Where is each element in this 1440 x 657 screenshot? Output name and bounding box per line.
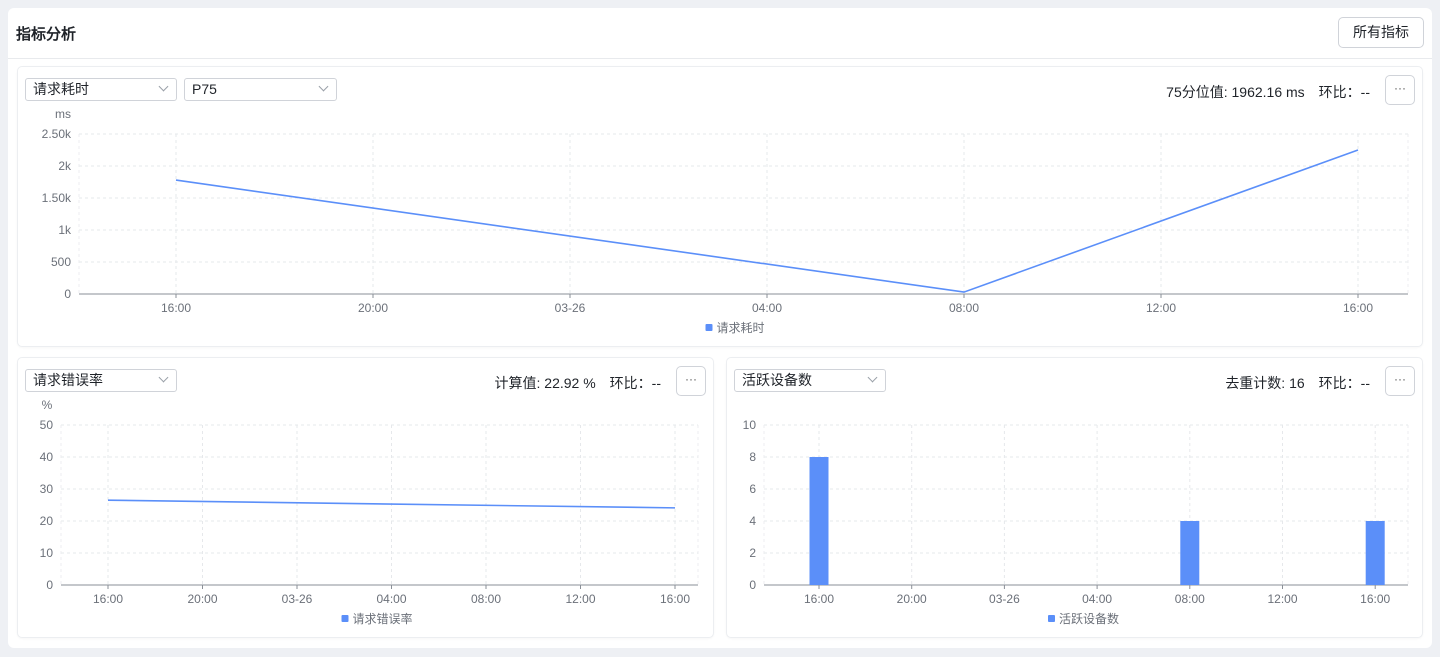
y-tick-label: 1.50k xyxy=(42,191,72,205)
more-button[interactable]: ··· xyxy=(1385,366,1415,396)
error-rate-chart: % 0 10 20 30 40 50 16:00 20:00 03-26 04:00 08:00 12:… xyxy=(40,398,699,626)
request-duration-panel: ms 0 500 1k 1.50k 2k 2.50k 16:00 20:00 03-26 04:00… xyxy=(17,66,1423,347)
y-tick-label: 10 xyxy=(743,418,757,432)
stat-value: 75分位值: 1962.16 ms xyxy=(1166,84,1305,100)
x-tick-label: 16:00 xyxy=(1360,592,1390,606)
x-tick-label: 08:00 xyxy=(471,592,501,606)
error-rate-panel: % 0 10 20 30 40 50 16:00 20:00 03-26 04:00 08:00 12:… xyxy=(17,357,714,638)
legend-label: 请求错误率 xyxy=(353,611,413,626)
chevron-down-icon xyxy=(867,372,878,383)
active-devices-chart: 0 2 4 6 8 10 16:00 20:00 03-26 04:00 08:00 12:00 16:… xyxy=(743,418,1409,626)
y-tick-label: 6 xyxy=(749,482,756,496)
y-tick-label: 50 xyxy=(40,418,54,432)
metric-select-value: 活跃设备数 xyxy=(742,372,812,388)
y-tick-label: 0 xyxy=(749,578,756,592)
ellipsis-icon: ··· xyxy=(1394,81,1406,95)
x-tick-label: 12:00 xyxy=(1267,592,1297,606)
metric-select-value: 请求耗时 xyxy=(33,81,89,97)
x-tick-label: 16:00 xyxy=(161,301,191,315)
divider xyxy=(8,58,1432,59)
y-tick-label: 10 xyxy=(40,546,54,560)
x-tick-label: 20:00 xyxy=(187,592,217,606)
y-axis-unit: ms xyxy=(55,107,71,121)
ellipsis-icon: ··· xyxy=(685,372,697,386)
chevron-down-icon xyxy=(158,81,169,92)
ratio-value: 环比：-- xyxy=(609,375,661,391)
x-tick-label: 12:00 xyxy=(1146,301,1176,315)
y-tick-label: 2.50k xyxy=(42,127,72,141)
x-tick-label: 20:00 xyxy=(358,301,388,315)
x-tick-label: 03-26 xyxy=(555,301,586,315)
x-tick-label: 12:00 xyxy=(565,592,595,606)
metric-select[interactable]: 请求错误率 xyxy=(25,369,177,392)
y-tick-label: 500 xyxy=(51,255,71,269)
y-tick-label: 2k xyxy=(58,159,72,173)
ratio-value: 环比：-- xyxy=(1318,375,1370,391)
y-tick-label: 40 xyxy=(40,450,54,464)
legend-label: 请求耗时 xyxy=(717,321,765,335)
legend-marker xyxy=(705,324,713,331)
active-devices-panel: 0 2 4 6 8 10 16:00 20:00 03-26 04:00 08:00 12:00 16:… xyxy=(726,357,1423,638)
y-axis-unit: % xyxy=(42,398,53,412)
series-line xyxy=(107,499,676,509)
bar xyxy=(1365,521,1385,585)
y-tick-label: 2 xyxy=(749,546,756,560)
chevron-down-icon xyxy=(158,372,169,383)
legend-marker xyxy=(1048,615,1055,622)
x-tick-label: 16:00 xyxy=(93,592,123,606)
x-tick-label: 16:00 xyxy=(804,592,834,606)
x-tick-label: 08:00 xyxy=(1175,592,1205,606)
metric-select[interactable]: 请求耗时 xyxy=(25,78,177,101)
x-tick-label: 16:00 xyxy=(660,592,690,606)
stat-summary: 计算值: 22.92 % 环比：-- xyxy=(495,373,661,393)
x-tick-label: 20:00 xyxy=(897,592,927,606)
y-tick-label: 30 xyxy=(40,482,54,496)
x-tick-label: 08:00 xyxy=(949,301,979,315)
request-duration-chart: ms 0 500 1k 1.50k 2k 2.50k 16:00 20:00 03-26 04:00… xyxy=(42,107,1409,335)
y-tick-label: 20 xyxy=(40,514,54,528)
stat-summary: 75分位值: 1962.16 ms 环比：-- xyxy=(1166,82,1370,102)
x-tick-label: 16:00 xyxy=(1343,301,1373,315)
metric-select[interactable]: 活跃设备数 xyxy=(734,369,886,392)
bar xyxy=(1180,521,1200,585)
legend-marker xyxy=(341,615,349,622)
page-title: 指标分析 xyxy=(16,26,77,43)
more-button[interactable]: ··· xyxy=(1385,75,1415,105)
legend-label: 活跃设备数 xyxy=(1059,611,1119,626)
x-tick-label: 03-26 xyxy=(989,592,1020,606)
x-tick-label: 04:00 xyxy=(376,592,406,606)
more-button[interactable]: ··· xyxy=(676,366,706,396)
y-tick-label: 1k xyxy=(58,223,72,237)
stat-summary: 去重计数: 16 环比：-- xyxy=(1225,373,1370,393)
x-tick-label: 04:00 xyxy=(1082,592,1112,606)
x-tick-label: 03-26 xyxy=(282,592,313,606)
chevron-down-icon xyxy=(318,81,329,92)
stat-value: 去重计数: 16 xyxy=(1225,375,1305,391)
aggregation-select-value: P75 xyxy=(192,81,217,97)
x-tick-label: 04:00 xyxy=(752,301,782,315)
y-tick-label: 4 xyxy=(749,514,756,528)
bar xyxy=(809,457,829,585)
all-metrics-button[interactable]: 所有指标 xyxy=(1338,17,1424,48)
ratio-value: 环比：-- xyxy=(1318,84,1370,100)
stat-value: 计算值: 22.92 % xyxy=(494,375,596,391)
metric-select-value: 请求错误率 xyxy=(33,372,103,388)
y-tick-label: 0 xyxy=(64,287,71,301)
y-tick-label: 8 xyxy=(749,450,756,464)
aggregation-select[interactable]: P75 xyxy=(184,78,337,101)
ellipsis-icon: ··· xyxy=(1394,372,1406,386)
y-tick-label: 0 xyxy=(46,578,53,592)
